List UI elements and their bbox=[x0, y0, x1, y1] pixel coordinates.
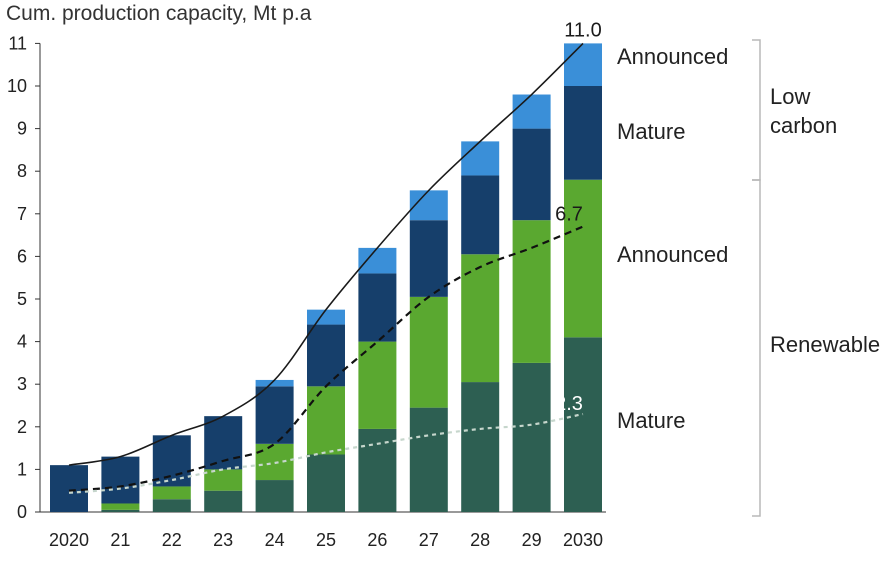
x-tick-label: 22 bbox=[162, 530, 182, 550]
y-tick-label: 9 bbox=[17, 119, 27, 139]
y-tick-label: 3 bbox=[17, 374, 27, 394]
bar-segment bbox=[461, 175, 500, 255]
bar-segment bbox=[564, 43, 602, 86]
bars bbox=[50, 43, 602, 512]
annotations: Announced Mature Announced Mature Low carbon R… bbox=[617, 39, 880, 517]
bar-segment bbox=[358, 247, 397, 274]
trend-lines: 11.0 6.7 2.3 bbox=[68, 19, 602, 494]
bar-segment bbox=[152, 435, 191, 487]
x-tick-label: 23 bbox=[213, 530, 233, 550]
bar-segment bbox=[152, 486, 191, 500]
bar-segment bbox=[307, 309, 345, 325]
bar-segment bbox=[461, 254, 500, 383]
x-tick-label: 24 bbox=[265, 530, 285, 550]
renewable-bracket bbox=[752, 179, 761, 517]
bar-segment bbox=[50, 465, 88, 512]
bar-segment bbox=[512, 362, 551, 512]
segment-label: Announced bbox=[617, 242, 728, 267]
bar-segment bbox=[512, 128, 551, 221]
chart-title: Cum. production capacity, Mt p.a bbox=[6, 2, 312, 25]
bar-segment bbox=[409, 220, 448, 297]
bar-segment bbox=[307, 454, 345, 512]
bar-segment bbox=[564, 86, 602, 180]
trend-line-dashed bbox=[68, 225, 584, 492]
bar-segment bbox=[409, 296, 448, 408]
bar-segment bbox=[358, 273, 397, 342]
line-end-label: 2.3 bbox=[555, 393, 583, 415]
group-label-renewable: Renewable bbox=[770, 332, 880, 357]
bar-segment bbox=[152, 499, 191, 512]
bar-segment bbox=[307, 386, 345, 455]
y-tick-label: 4 bbox=[17, 332, 27, 352]
y-tick-label: 7 bbox=[17, 204, 27, 224]
x-tick-label: 29 bbox=[522, 530, 542, 550]
y-tick-label: 6 bbox=[17, 246, 27, 266]
bar-segment bbox=[461, 141, 500, 176]
bar-segment bbox=[101, 503, 140, 510]
bar-segment bbox=[409, 190, 448, 221]
y-tick-label: 1 bbox=[17, 459, 27, 479]
x-tick-label: 25 bbox=[316, 530, 336, 550]
bar-segment bbox=[461, 382, 500, 512]
bar-segment bbox=[101, 509, 140, 512]
bar-segment bbox=[512, 94, 551, 129]
bar-segment bbox=[409, 407, 448, 512]
line-end-label: 11.0 bbox=[564, 19, 601, 41]
low-carbon-bracket bbox=[752, 39, 761, 181]
trend-line-solid bbox=[68, 42, 584, 466]
y-tick-label: 2 bbox=[17, 417, 27, 437]
bar-segment bbox=[101, 456, 140, 504]
bar-segment bbox=[307, 324, 345, 387]
group-label-low-carbon: Low carbon bbox=[770, 84, 837, 138]
bar-segment bbox=[564, 179, 602, 338]
bar-segment bbox=[255, 480, 294, 512]
segment-label: Mature bbox=[617, 119, 685, 144]
x-tick-label: 28 bbox=[470, 530, 490, 550]
y-tick-label: 8 bbox=[17, 161, 27, 181]
x-tick-label: 27 bbox=[419, 530, 439, 550]
bar-segment bbox=[512, 220, 551, 363]
bar-segment bbox=[255, 379, 294, 387]
y-tick-label: 5 bbox=[17, 289, 27, 309]
bar-segment bbox=[204, 469, 243, 491]
segment-label: Mature bbox=[617, 408, 685, 433]
trend-line-dotted bbox=[68, 412, 584, 494]
bar-segment bbox=[255, 386, 294, 444]
x-tick-label: 2020 bbox=[49, 530, 89, 550]
y-tick-label: 10 bbox=[7, 76, 27, 96]
line-end-label: 6.7 bbox=[555, 204, 583, 226]
y-tick-label: 11 bbox=[8, 33, 27, 53]
x-tick-label: 21 bbox=[110, 530, 130, 550]
bar-segment bbox=[564, 337, 602, 512]
x-tick-label: 2030 bbox=[563, 530, 603, 550]
bar-segment bbox=[204, 490, 243, 512]
bar-segment bbox=[358, 428, 397, 512]
segment-label: Announced bbox=[617, 44, 728, 69]
bar-segment bbox=[358, 341, 397, 429]
y-tick-label: 0 bbox=[17, 502, 27, 522]
x-tick-label: 26 bbox=[367, 530, 387, 550]
